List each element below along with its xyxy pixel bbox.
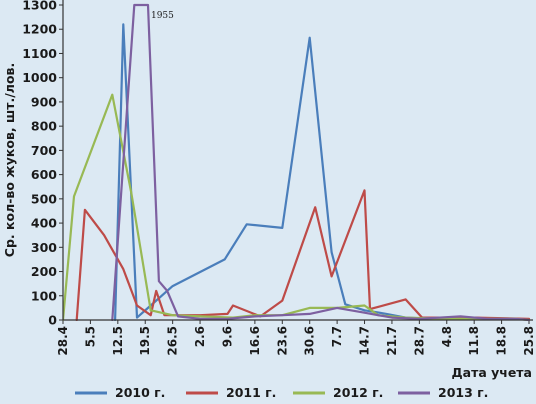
- y-axis-title: Ср. кол-во жуков, шт./лов.: [2, 63, 17, 257]
- y-axis-ticks: 0 100 200 300 400 500 600 700 800 900 1000 1100 1200…: [22, 0, 63, 328]
- x-tick-label: 7.7: [330, 326, 344, 347]
- y-tick-label: 200: [31, 264, 57, 279]
- annotation-label: 1955: [151, 11, 174, 21]
- series-line-1: [113, 23, 517, 321]
- y-tick-label: 600: [31, 167, 57, 182]
- legend: 2010 г. 2011 г. 2012 г. 2013 г.: [75, 385, 488, 400]
- x-tick-label: 25.8: [522, 326, 536, 356]
- series-line-4: [111, 3, 531, 321]
- x-tick-label: 26.5: [166, 326, 180, 356]
- series-layer: [63, 3, 531, 321]
- legend-label-2: 2011 г.: [226, 385, 276, 400]
- y-tick-label: 1000: [22, 70, 57, 85]
- x-tick-label: 14.7: [358, 326, 372, 356]
- x-tick-label: 16.6: [248, 326, 262, 356]
- x-tick-label: 11.8: [467, 326, 481, 356]
- y-tick-label: 1200: [22, 22, 57, 37]
- x-tick-label: 30.6: [303, 326, 317, 356]
- y-tick-label: 0: [48, 313, 57, 328]
- x-axis-ticks: 28.4 5.5 12.5 19.5 26.5 2.6 9.6 16.6 23.6 30.6 7.7…: [56, 320, 536, 356]
- x-tick-label: 28.4: [56, 326, 70, 356]
- x-tick-label: 2.6: [193, 326, 207, 347]
- legend-label-4: 2013 г.: [438, 385, 488, 400]
- x-tick-label: 19.5: [138, 326, 152, 356]
- y-tick-label: 800: [31, 119, 57, 134]
- y-tick-label: 100: [31, 288, 57, 303]
- x-tick-label: 28.7: [412, 326, 426, 356]
- x-tick-label: 23.6: [275, 326, 289, 356]
- series-line-2: [75, 189, 531, 321]
- annotations: 1955: [151, 11, 174, 21]
- y-tick-label: 400: [31, 216, 57, 231]
- axes: [62, 0, 533, 321]
- x-tick-label: 5.5: [83, 326, 97, 347]
- series-line-3: [63, 93, 531, 321]
- y-tick-label: 1100: [22, 46, 57, 61]
- y-tick-label: 500: [31, 191, 57, 206]
- x-tick-label: 21.7: [385, 326, 399, 356]
- y-tick-label: 1300: [22, 0, 57, 13]
- y-tick-label: 300: [31, 240, 57, 255]
- y-tick-label: 700: [31, 143, 57, 158]
- x-axis-title: Дата учета: [452, 365, 533, 380]
- x-tick-label: 12.5: [111, 326, 125, 356]
- y-tick-label: 900: [31, 94, 57, 109]
- x-tick-label: 4.8: [440, 326, 454, 347]
- x-tick-label: 18.8: [495, 326, 509, 356]
- legend-label-3: 2012 г.: [333, 385, 383, 400]
- x-tick-label: 9.6: [220, 326, 234, 347]
- legend-label-1: 2010 г.: [115, 385, 165, 400]
